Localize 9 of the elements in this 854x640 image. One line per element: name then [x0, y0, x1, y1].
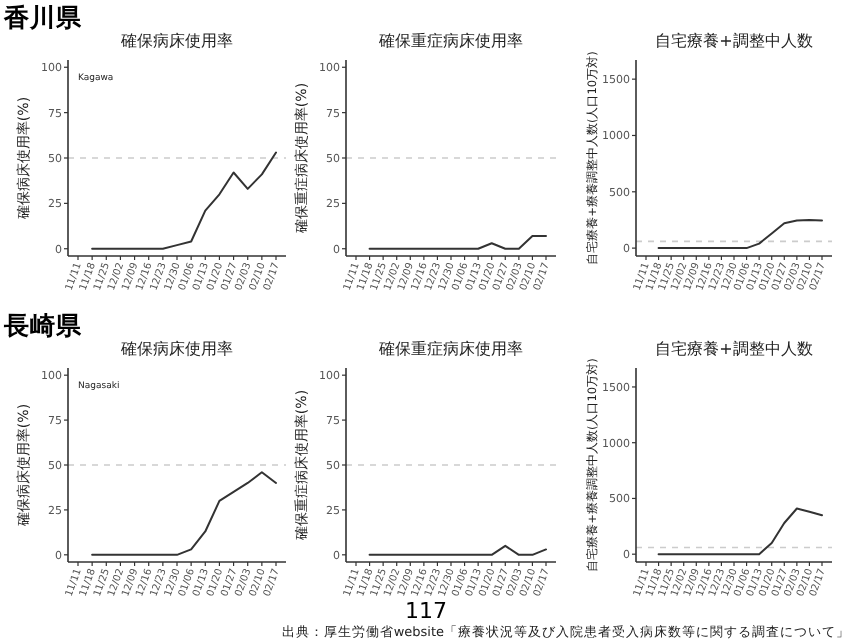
- chart-title: 確保病床使用率: [119, 32, 233, 50]
- chart-title: 自宅療養+調整中人数: [655, 32, 813, 50]
- chart-title: 確保重症病床使用率: [377, 340, 523, 358]
- chart-title: 自宅療養+調整中人数: [655, 340, 813, 358]
- text: 長崎県: [2, 310, 84, 340]
- chart-title: 確保病床使用率: [119, 340, 233, 358]
- text: 117: [405, 598, 447, 624]
- chart-title: 確保重症病床使用率: [377, 32, 523, 50]
- text: 香川県: [2, 2, 84, 32]
